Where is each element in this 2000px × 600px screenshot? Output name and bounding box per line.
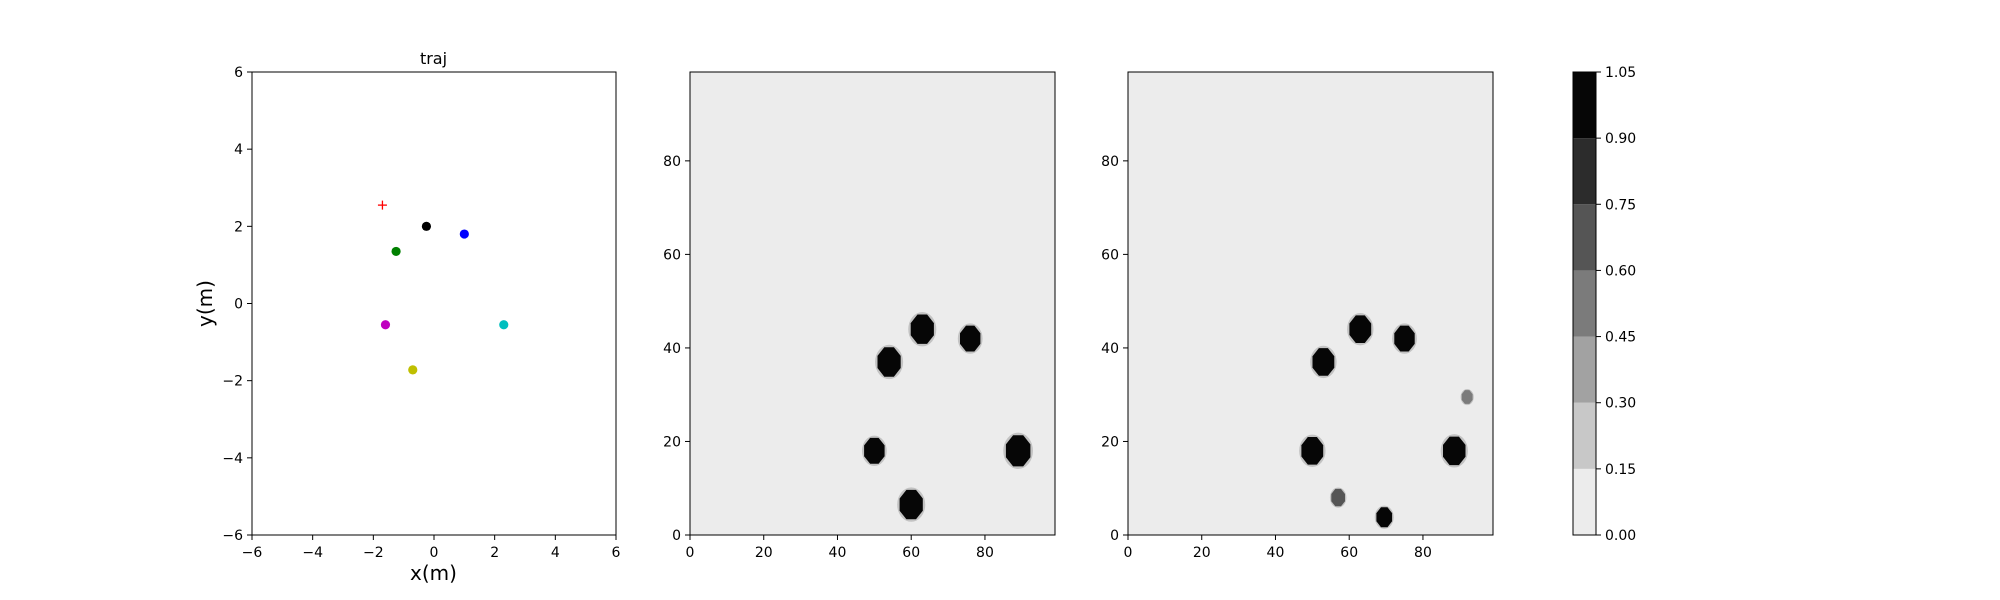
colorbar-band-3 bbox=[1573, 270, 1596, 337]
map-a-y-ticks: 0 20 40 60 80 bbox=[663, 154, 690, 544]
colorbar-bands bbox=[1573, 72, 1596, 535]
agent-point-0 bbox=[459, 229, 469, 239]
map-b-x-tick-label: 60 bbox=[1340, 545, 1358, 561]
map-a-y-tick-label: 60 bbox=[663, 247, 681, 263]
map-b-y-tick-label: 60 bbox=[1101, 247, 1119, 263]
map-a-y-tick-label: 0 bbox=[672, 528, 681, 544]
traj-y-tick-label: −2 bbox=[222, 374, 243, 390]
map-a-axes-frame bbox=[689, 71, 1056, 536]
map-a-y-tick-label: 40 bbox=[663, 341, 681, 357]
traj-y-tick-label: 0 bbox=[234, 297, 243, 313]
map-a-y-tick-label: 20 bbox=[663, 434, 681, 450]
traj-y-tick-label: −6 bbox=[222, 528, 243, 544]
colorbar-band-0 bbox=[1573, 468, 1596, 535]
colorbar-tick-label: 0.75 bbox=[1605, 197, 1636, 213]
map-b-x-ticks: 0 20 40 60 80 bbox=[1124, 535, 1432, 561]
map-b-obstacle-blob-7 bbox=[1376, 507, 1393, 528]
map-a-x-tick-label: 0 bbox=[686, 545, 695, 561]
traj-x-tick-label: −6 bbox=[242, 545, 263, 561]
traj-y-axis-label: y(m) bbox=[193, 280, 217, 327]
traj-title: traj bbox=[420, 49, 447, 68]
colorbar-band-4 bbox=[1573, 204, 1596, 271]
map-b-obstacle-blob-5 bbox=[1461, 390, 1473, 404]
map-b-y-tick-label: 40 bbox=[1101, 341, 1119, 357]
traj-scatter-panel: traj −6 −4 −2 0 2 4 6 −6 −4 −2 0 2 4 6 x(m) y(m) bbox=[193, 49, 621, 585]
map-a-x-ticks: 0 20 40 60 80 bbox=[686, 535, 994, 561]
traj-y-ticks: −6 −4 −2 0 2 4 6 bbox=[222, 65, 252, 544]
traj-x-tick-label: 4 bbox=[551, 545, 560, 561]
map-a-x-tick-label: 60 bbox=[902, 545, 920, 561]
traj-y-tick-label: −4 bbox=[222, 451, 243, 467]
colorbar-tick-label: 0.60 bbox=[1605, 263, 1636, 279]
map-a-occupancy bbox=[861, 312, 1033, 522]
agent-point-4 bbox=[408, 365, 418, 375]
colorbar-tick-label: 0.00 bbox=[1605, 528, 1636, 544]
colorbar-band-6 bbox=[1573, 72, 1596, 139]
traj-x-tick-label: 0 bbox=[430, 545, 439, 561]
map-b-panel: 0 20 40 60 80 0 20 40 60 80 bbox=[1101, 71, 1494, 561]
colorbar: 0.00 0.15 0.30 0.45 0.60 0.75 0.90 1.05 bbox=[1572, 65, 1636, 544]
agent-point-5 bbox=[499, 320, 509, 330]
agent-point-1 bbox=[421, 221, 432, 231]
map-a-x-tick-label: 80 bbox=[976, 545, 994, 561]
agent-point-3 bbox=[380, 320, 391, 330]
goal-plus-marker bbox=[377, 200, 387, 210]
map-b-y-tick-label: 0 bbox=[1110, 528, 1119, 544]
map-b-x-tick-label: 40 bbox=[1267, 545, 1285, 561]
map-a-x-tick-label: 20 bbox=[755, 545, 773, 561]
traj-y-tick-label: 6 bbox=[234, 65, 243, 81]
map-a-panel: 0 20 40 60 80 0 20 40 60 80 bbox=[663, 71, 1056, 561]
traj-x-tick-label: −2 bbox=[363, 545, 384, 561]
map-b-obstacle-blob-2 bbox=[1312, 348, 1335, 376]
agent-point-2 bbox=[391, 246, 401, 257]
traj-x-tick-label: 6 bbox=[612, 545, 621, 561]
map-a-obstacle-blob-1 bbox=[960, 325, 981, 352]
colorbar-tick-label: 1.05 bbox=[1605, 65, 1636, 81]
map-b-axes-frame bbox=[1127, 71, 1494, 536]
colorbar-band-2 bbox=[1573, 336, 1596, 403]
traj-x-tick-label: −4 bbox=[302, 545, 323, 561]
colorbar-tick-label: 0.30 bbox=[1605, 396, 1636, 412]
map-b-x-tick-label: 0 bbox=[1124, 545, 1133, 561]
colorbar-band-1 bbox=[1573, 402, 1596, 469]
map-b-occupancy bbox=[1299, 313, 1474, 529]
colorbar-tick-label: 0.90 bbox=[1605, 131, 1636, 147]
colorbar-tick-label: 0.45 bbox=[1605, 330, 1636, 346]
map-a-x-tick-label: 40 bbox=[829, 545, 847, 561]
traj-x-ticks: −6 −4 −2 0 2 4 6 bbox=[242, 535, 621, 561]
traj-points bbox=[377, 200, 509, 375]
traj-axes-frame bbox=[251, 71, 617, 536]
map-b-x-tick-label: 20 bbox=[1193, 545, 1211, 561]
colorbar-band-5 bbox=[1573, 138, 1596, 205]
colorbar-tick-label: 0.15 bbox=[1605, 462, 1636, 478]
map-a-obstacle-blob-4 bbox=[1005, 435, 1031, 467]
map-a-obstacle-blob-2 bbox=[877, 347, 901, 377]
traj-x-axis-label: x(m) bbox=[410, 561, 457, 585]
map-b-y-ticks: 0 20 40 60 80 bbox=[1101, 154, 1128, 544]
colorbar-ticks: 0.00 0.15 0.30 0.45 0.60 0.75 0.90 1.05 bbox=[1596, 65, 1636, 544]
map-a-obstacle-blob-5 bbox=[899, 489, 923, 520]
map-b-obstacle-blob-1 bbox=[1394, 325, 1415, 352]
map-a-y-tick-label: 80 bbox=[663, 154, 681, 170]
map-a-obstacle-blob-0 bbox=[910, 314, 934, 344]
map-a-obstacle-blob-3 bbox=[864, 437, 885, 464]
colorbar-frame bbox=[1572, 71, 1597, 536]
traj-y-tick-label: 4 bbox=[234, 142, 243, 158]
map-b-obstacle-blob-3 bbox=[1301, 437, 1324, 465]
map-b-y-tick-label: 80 bbox=[1101, 154, 1119, 170]
map-b-obstacle-blob-4 bbox=[1443, 436, 1466, 466]
traj-x-tick-label: 2 bbox=[490, 545, 499, 561]
map-b-obstacle-blob-6 bbox=[1331, 488, 1345, 507]
map-b-x-tick-label: 80 bbox=[1414, 545, 1432, 561]
traj-y-tick-label: 2 bbox=[234, 219, 243, 235]
map-b-y-tick-label: 20 bbox=[1101, 434, 1119, 450]
map-b-obstacle-blob-0 bbox=[1349, 315, 1372, 343]
